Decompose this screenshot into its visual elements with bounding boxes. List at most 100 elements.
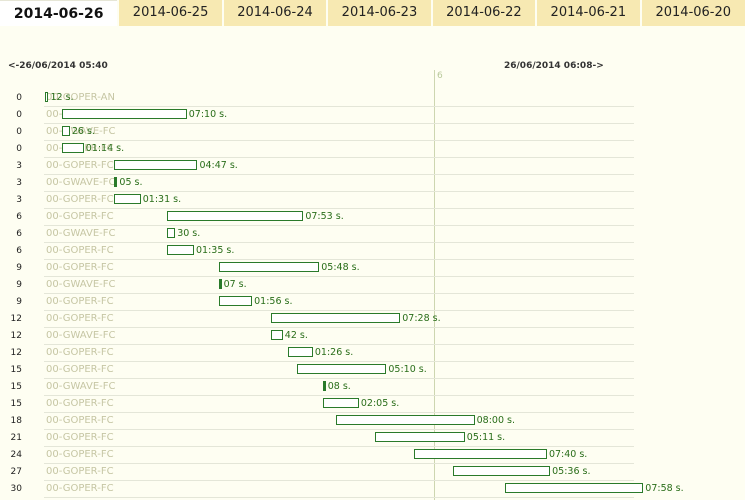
- row-separator: [44, 378, 634, 379]
- job-name: 00-GOPER-FC: [46, 245, 114, 256]
- row-separator: [44, 140, 634, 141]
- job-duration-label: 08 s.: [327, 381, 351, 392]
- row-hour: 30: [10, 484, 22, 494]
- row-separator: [44, 310, 634, 311]
- job-duration-label: 05:36 s.: [552, 466, 591, 477]
- job-name: 00-GWAVE-FC: [46, 126, 116, 137]
- row-separator: [44, 123, 634, 124]
- job-duration-bar[interactable]: [270, 313, 401, 323]
- tab-2014-06-23[interactable]: 2014-06-23: [328, 0, 431, 26]
- job-duration-bar[interactable]: [114, 177, 118, 187]
- row-hour: 21: [10, 433, 22, 443]
- job-name: 00-GWAVE-FC: [46, 330, 116, 341]
- job-duration-bar[interactable]: [166, 245, 194, 255]
- job-duration-bar[interactable]: [374, 432, 465, 442]
- row-separator: [44, 480, 634, 481]
- job-duration-bar[interactable]: [335, 415, 475, 425]
- job-duration-bar[interactable]: [218, 262, 320, 272]
- row-hour: 12: [10, 331, 22, 341]
- tab-2014-06-22[interactable]: 2014-06-22: [432, 0, 536, 26]
- job-duration-label: 01:31 s.: [142, 194, 182, 205]
- row-separator: [44, 446, 634, 447]
- current-time-marker: 6: [437, 71, 443, 81]
- range-end-label[interactable]: 26/06/2014 06:08->: [504, 61, 604, 71]
- row-hour: 15: [10, 399, 22, 409]
- job-duration-bar[interactable]: [114, 194, 141, 204]
- job-name: 00-GOPER-FC: [46, 466, 114, 477]
- tab-2014-06-26[interactable]: 2014-06-26: [0, 0, 118, 26]
- job-duration-label: 07:58 s.: [645, 483, 684, 494]
- tab-2014-06-25[interactable]: 2014-06-25: [119, 0, 222, 26]
- job-row: 15 00-GWAVE-FC 08 s.: [0, 379, 745, 396]
- job-name: 00-GOPER-FC: [46, 313, 114, 324]
- job-row: 18 00-GOPER-FC 08:00 s.: [0, 413, 745, 430]
- row-hour: 0: [16, 127, 22, 137]
- row-separator: [44, 344, 634, 345]
- job-duration-label: 30 s.: [177, 228, 201, 239]
- job-duration-bar[interactable]: [166, 211, 304, 221]
- job-duration-bar[interactable]: [62, 143, 84, 153]
- job-name: 00-GOPER-FC: [46, 432, 114, 443]
- job-name: 00-GWAVE-FC: [46, 228, 116, 239]
- job-duration-label: 08:00 s.: [476, 415, 515, 426]
- job-row: 0 00-GOPER-AN 12 s.: [0, 90, 745, 107]
- tab-2014-06-24[interactable]: 2014-06-24: [223, 0, 327, 26]
- job-duration-bar[interactable]: [322, 398, 359, 408]
- job-duration-bar[interactable]: [166, 228, 176, 238]
- row-hour: 18: [10, 416, 22, 426]
- job-duration-label: 01:35 s.: [195, 245, 235, 256]
- job-name: 00-GOPER-FC: [46, 398, 114, 409]
- job-row: 6 00-GWAVE-FC 30 s.: [0, 226, 745, 243]
- job-duration-label: 01:56 s.: [254, 296, 293, 307]
- row-hour: 6: [16, 246, 22, 256]
- row-hour: 15: [10, 382, 22, 392]
- job-name: 00-GOPER-FC: [46, 483, 114, 494]
- job-name: 00-GOPER-FC: [46, 211, 114, 222]
- row-hour: 0: [16, 110, 22, 120]
- job-duration-label: 01:26 s.: [314, 347, 354, 358]
- job-duration-bar[interactable]: [288, 347, 313, 357]
- job-name: 00-GWAVE-FC: [46, 381, 116, 392]
- job-duration-label: 05 s.: [119, 177, 143, 188]
- job-duration-label: 01:14 s.: [85, 143, 125, 154]
- job-duration-bar[interactable]: [62, 126, 70, 136]
- job-duration-bar[interactable]: [296, 364, 387, 374]
- row-hour: 6: [16, 212, 22, 222]
- job-row: 12 00-GWAVE-FC 42 s.: [0, 328, 745, 345]
- row-separator: [44, 429, 634, 430]
- row-separator: [44, 497, 634, 498]
- job-duration-bar[interactable]: [218, 279, 222, 289]
- tab-2014-06-21[interactable]: 2014-06-21: [537, 0, 640, 26]
- job-duration-label: 02:05 s.: [360, 398, 400, 409]
- job-name: 00-GOPER-FC: [46, 160, 114, 171]
- job-duration-bar[interactable]: [114, 160, 198, 170]
- range-start-label[interactable]: <-26/06/2014 05:40: [8, 61, 108, 71]
- tab-2014-06-20[interactable]: 2014-06-20: [641, 0, 745, 26]
- row-hour: 12: [10, 348, 22, 358]
- job-duration-label: 05:11 s.: [466, 432, 506, 443]
- job-duration-bar[interactable]: [452, 466, 551, 476]
- job-name: 00-GOPER-FC: [46, 449, 114, 460]
- job-duration-bar[interactable]: [322, 381, 326, 391]
- row-hour: 3: [16, 161, 22, 171]
- job-duration-label: 07:53 s.: [305, 211, 344, 222]
- row-hour: 12: [10, 314, 22, 324]
- job-row: 15 00-GOPER-FC 02:05 s.: [0, 396, 745, 413]
- job-name: 00-GWAVE-FC: [46, 279, 116, 290]
- row-hour: 0: [16, 144, 22, 154]
- job-row: 9 00-GOPER-FC 05:48 s.: [0, 260, 745, 277]
- row-hour: 3: [16, 195, 22, 205]
- job-duration-bar[interactable]: [45, 92, 49, 102]
- job-duration-label: 07:28 s.: [402, 313, 441, 324]
- job-duration-bar[interactable]: [505, 483, 644, 493]
- row-hour: 9: [16, 263, 22, 273]
- job-duration-bar[interactable]: [62, 109, 187, 119]
- job-duration-bar[interactable]: [413, 449, 547, 459]
- row-hour: 24: [10, 450, 22, 460]
- current-time-line: [434, 70, 435, 500]
- job-duration-label: 42 s.: [284, 330, 308, 341]
- job-row: 9 00-GWAVE-FC 07 s.: [0, 277, 745, 294]
- job-duration-bar[interactable]: [270, 330, 283, 340]
- job-duration-bar[interactable]: [218, 296, 253, 306]
- job-duration-label: 07:10 s.: [188, 109, 228, 120]
